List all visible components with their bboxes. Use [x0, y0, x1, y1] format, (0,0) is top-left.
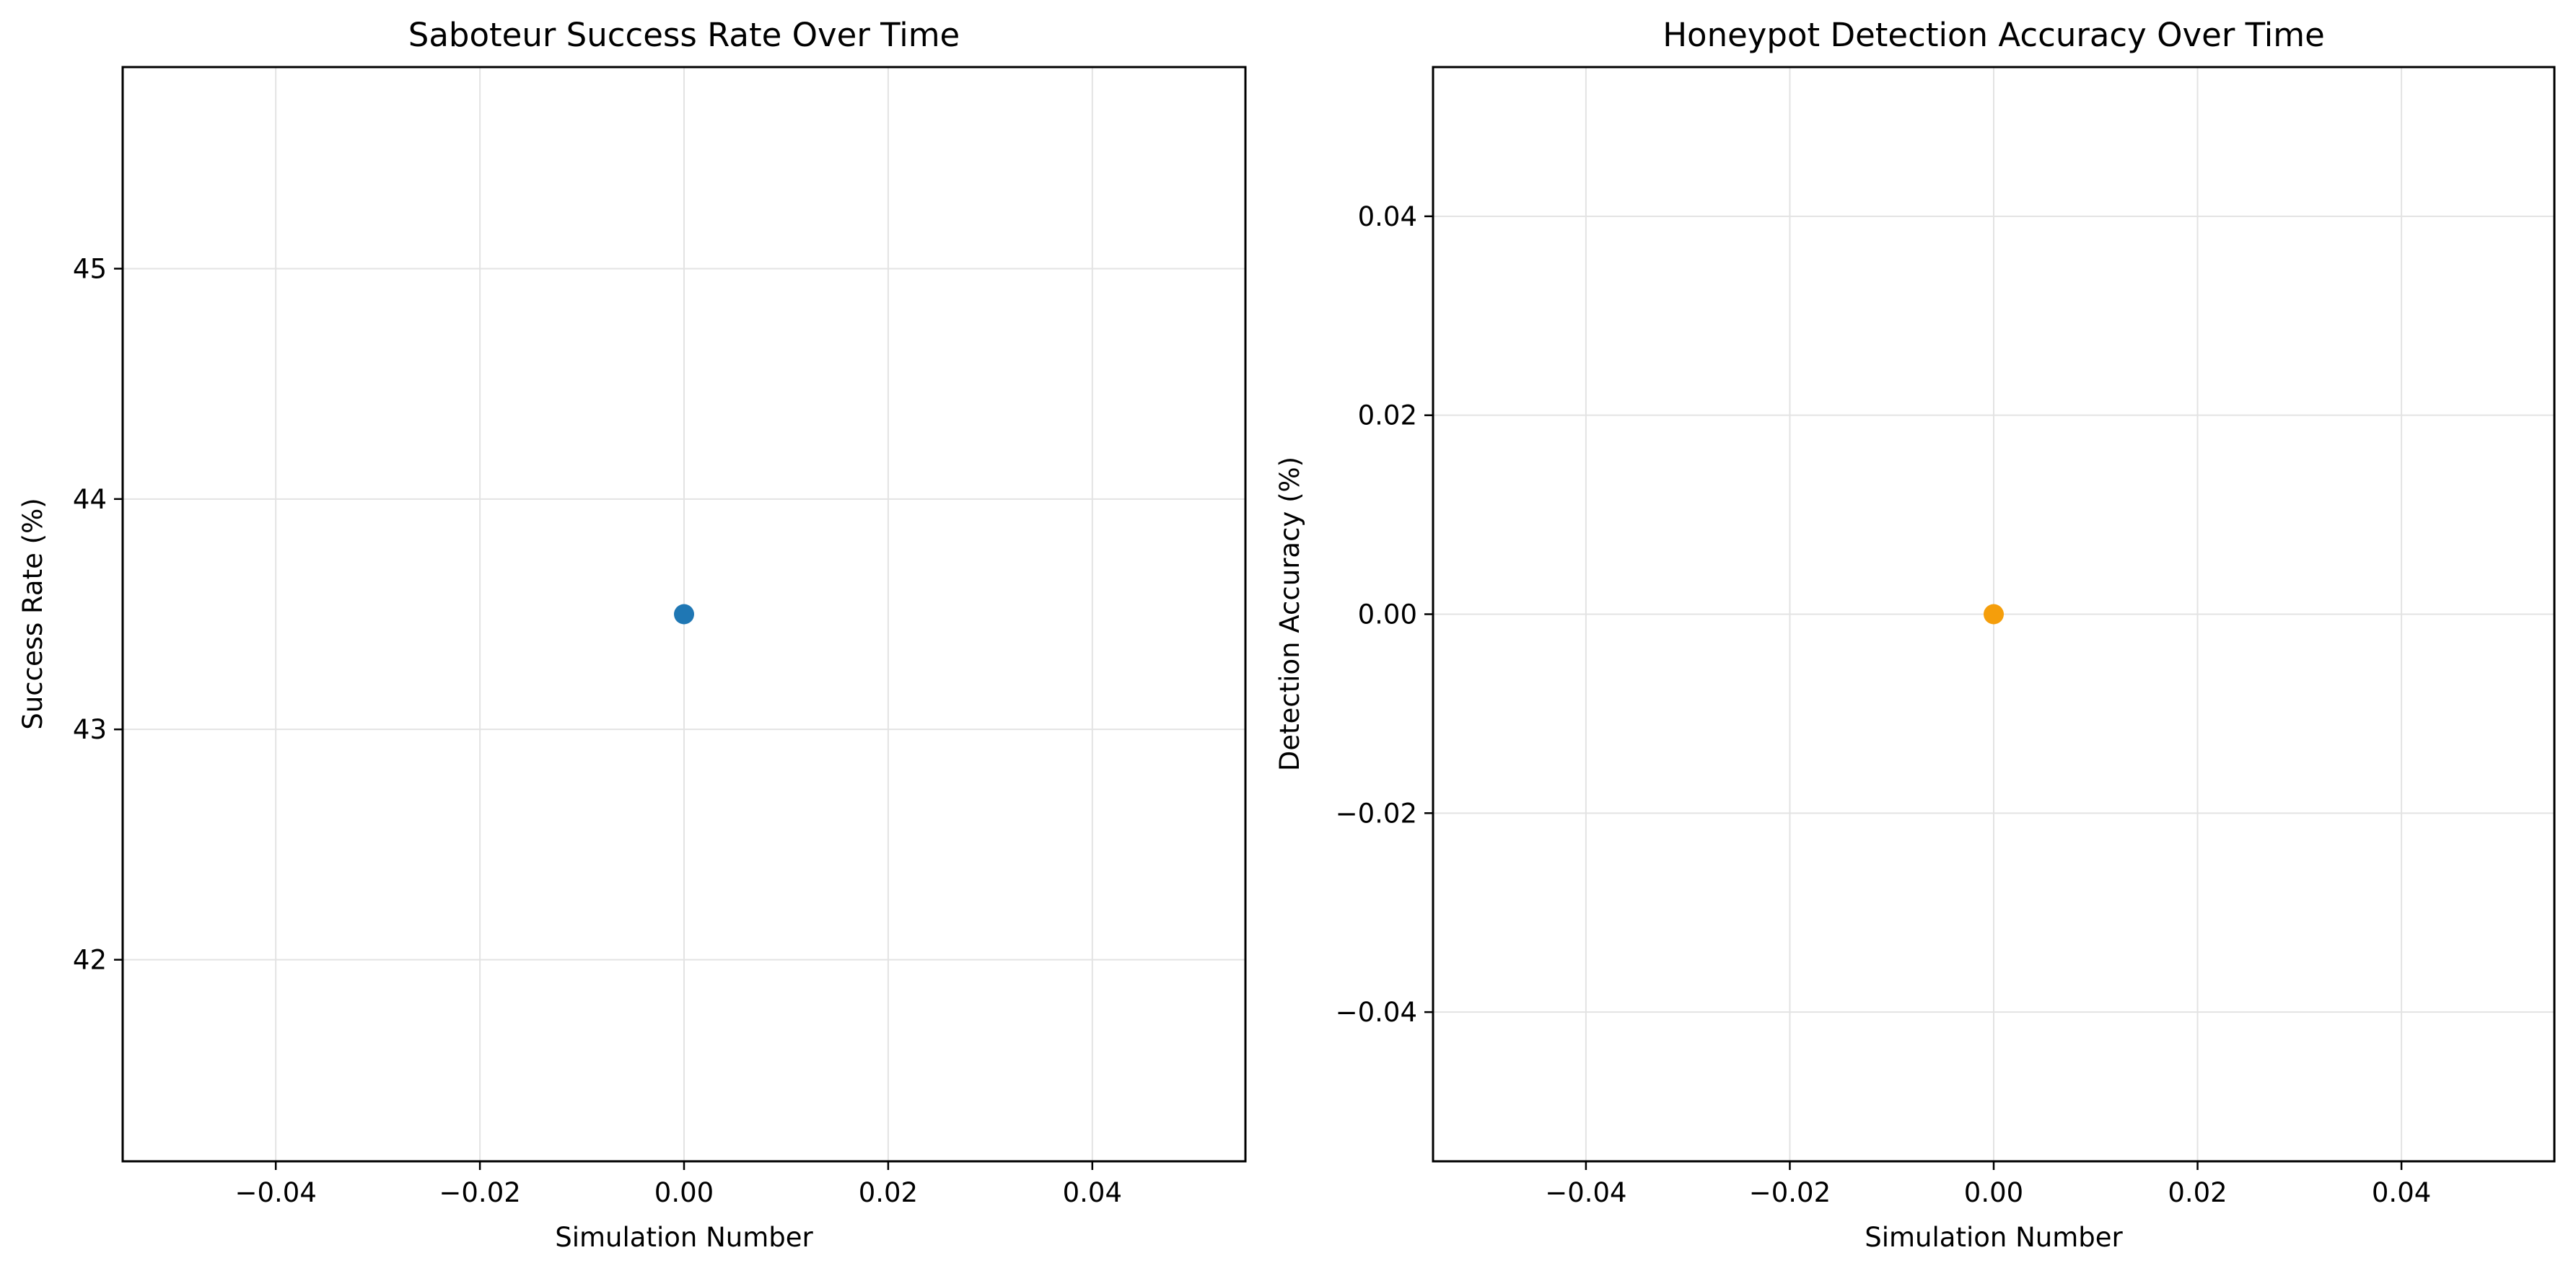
chart-title: Saboteur Success Rate Over Time [408, 16, 960, 54]
y-tick-label: 0.00 [1358, 599, 1417, 630]
x-tick-label: 0.00 [654, 1177, 714, 1208]
x-axis-label: Simulation Number [555, 1222, 813, 1253]
chart-title: Honeypot Detection Accuracy Over Time [1662, 16, 2325, 54]
grid [1433, 67, 2554, 1161]
x-tick-label: 0.04 [1063, 1177, 1122, 1208]
x-tick-label: −0.02 [1749, 1177, 1831, 1208]
axis-ticks: −0.04 −0.02 0.00 0.02 0.04 42 43 44 45 [73, 253, 1122, 1208]
y-tick-label: 0.04 [1358, 201, 1417, 232]
x-tick-label: 0.00 [1964, 1177, 2023, 1208]
x-tick-label: 0.02 [2168, 1177, 2227, 1208]
data-point [1984, 604, 2004, 625]
x-tick-label: 0.04 [2372, 1177, 2431, 1208]
data-series [1984, 604, 2004, 625]
data-series [674, 604, 694, 625]
y-tick-label: −0.04 [1336, 997, 1417, 1028]
y-tick-label: 42 [73, 945, 107, 976]
y-axis-label: Detection Accuracy (%) [1274, 457, 1305, 771]
x-tick-label: 0.02 [859, 1177, 918, 1208]
data-point [674, 604, 694, 625]
x-tick-label: −0.04 [235, 1177, 316, 1208]
y-axis-label: Success Rate (%) [17, 498, 48, 729]
x-tick-label: −0.04 [1545, 1177, 1626, 1208]
y-tick-label: 44 [73, 484, 107, 515]
x-tick-label: −0.02 [439, 1177, 520, 1208]
axis-ticks: −0.04 −0.02 0.00 0.02 0.04 −0.04 −0.02 0.00 0.02… [1336, 201, 2432, 1208]
x-axis-label: Simulation Number [1865, 1222, 2123, 1253]
detection-accuracy-chart: Honeypot Detection Accuracy Over Time −0… [1274, 16, 2556, 1253]
y-tick-label: 45 [73, 253, 107, 284]
y-tick-label: 43 [73, 714, 107, 745]
success-rate-chart: Saboteur Success Rate Over Time −0.04 −0.… [17, 16, 1247, 1253]
y-tick-label: −0.02 [1336, 798, 1417, 829]
y-tick-label: 0.02 [1358, 400, 1417, 431]
